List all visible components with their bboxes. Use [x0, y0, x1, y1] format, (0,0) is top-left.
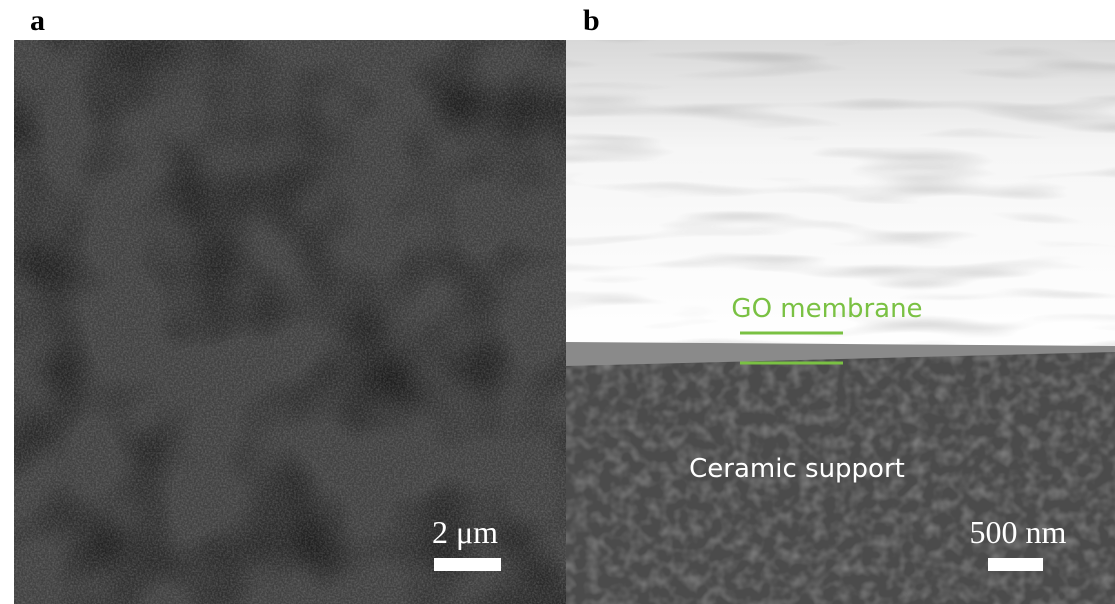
- annotation: GO membrane: [731, 294, 922, 324]
- scale-bar: [988, 558, 1043, 571]
- scale-bar-label: 500 nm: [970, 514, 1067, 550]
- scale-bar-label: 2 μm: [432, 514, 498, 550]
- annotation: Ceramic support: [689, 454, 905, 484]
- panel-label: a: [30, 4, 45, 37]
- figure: a 2 μm b GO membrane Ceramic support 500…: [0, 0, 1115, 604]
- panel-label: b: [583, 4, 600, 37]
- panel-b: b GO membrane Ceramic support 500 nm: [566, 4, 1115, 604]
- scale-bar: [434, 558, 501, 571]
- panel-a: a 2 μm: [14, 4, 566, 604]
